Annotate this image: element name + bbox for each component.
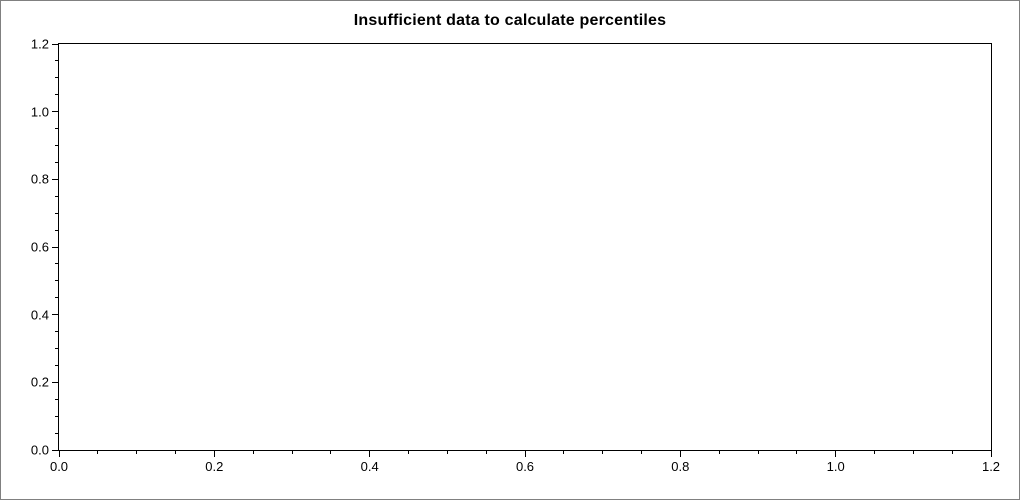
x-tick-minor: [408, 451, 409, 454]
x-tick-minor: [718, 451, 720, 454]
y-tick-minor: [55, 348, 58, 349]
x-tick-label: 1.0: [826, 459, 845, 474]
x-tick-minor: [757, 451, 759, 454]
y-tick-minor: [55, 331, 58, 333]
y-tick-major: [52, 246, 58, 248]
y-tick-minor: [55, 415, 58, 417]
x-tick-minor: [291, 451, 293, 454]
x-tick-minor: [951, 451, 953, 454]
y-tick-minor: [55, 60, 58, 62]
x-tick-minor: [641, 451, 642, 454]
x-tick-minor: [796, 451, 798, 454]
y-tick-minor: [55, 398, 58, 400]
plot-area: 0.0 0.2 0.4 0.6 0.8 1.0 1.2 0.0 0.2 0.4 0.6 0.8 1.0 1…: [31, 37, 1000, 475]
y-tick-minor: [55, 263, 58, 265]
y-tick-minor: [55, 229, 58, 231]
y-tick-label: 0.2: [30, 374, 49, 390]
y-tick-major: [52, 43, 58, 45]
x-tick-minor: [485, 451, 487, 454]
x-tick-major: [679, 451, 681, 457]
chart-title: Insufficient data to calculate percentil…: [353, 12, 667, 29]
x-tick-minor: [252, 451, 254, 454]
x-tick-major: [835, 451, 837, 457]
x-tick-label: 0.0: [49, 459, 69, 474]
y-tick-minor: [55, 432, 58, 434]
y-tick-minor: [55, 280, 58, 282]
x-tick-minor: [874, 451, 875, 454]
y-tick-label: 0.6: [30, 239, 49, 255]
x-tick-label: 1.2: [981, 459, 1001, 474]
y-tick-minor: [55, 364, 58, 366]
x-tick-minor: [563, 451, 565, 454]
x-tick-major: [524, 451, 526, 457]
x-tick-major: [58, 451, 60, 457]
y-tick-minor: [55, 77, 58, 79]
y-tick-major: [52, 449, 58, 451]
x-tick-label: 0.6: [515, 459, 535, 474]
x-tick-minor: [97, 451, 99, 454]
x-tick-minor: [175, 451, 176, 454]
y-tick-label: 1.0: [30, 104, 49, 120]
x-tick-label: 0.2: [205, 459, 224, 474]
y-tick-minor: [55, 128, 58, 130]
y-tick-label: 0.0: [30, 442, 49, 458]
y-tick-minor: [55, 94, 58, 96]
y-tick-minor: [55, 297, 58, 299]
y-tick-minor: [55, 195, 58, 197]
y-tick-major: [52, 178, 58, 180]
x-tick-minor: [912, 451, 914, 454]
y-tick-minor: [55, 161, 58, 163]
y-tick-major: [52, 381, 58, 383]
x-tick-label: 0.8: [671, 459, 690, 474]
x-tick-label: 0.4: [360, 459, 379, 474]
x-tick-minor: [136, 451, 138, 454]
y-tick-label: 0.4: [30, 307, 49, 323]
x-tick-major: [213, 451, 215, 457]
y-tick-minor: [55, 212, 58, 214]
y-tick-label: 0.8: [30, 171, 49, 187]
x-tick-minor: [446, 451, 448, 454]
x-tick-minor: [602, 451, 604, 454]
y-tick-label: 1.2: [30, 36, 49, 52]
x-tick-major: [990, 451, 992, 457]
y-tick-major: [52, 111, 58, 113]
x-tick-minor: [330, 451, 332, 454]
y-tick-major: [52, 314, 58, 316]
x-tick-major: [369, 451, 371, 457]
y-tick-minor: [55, 145, 58, 146]
